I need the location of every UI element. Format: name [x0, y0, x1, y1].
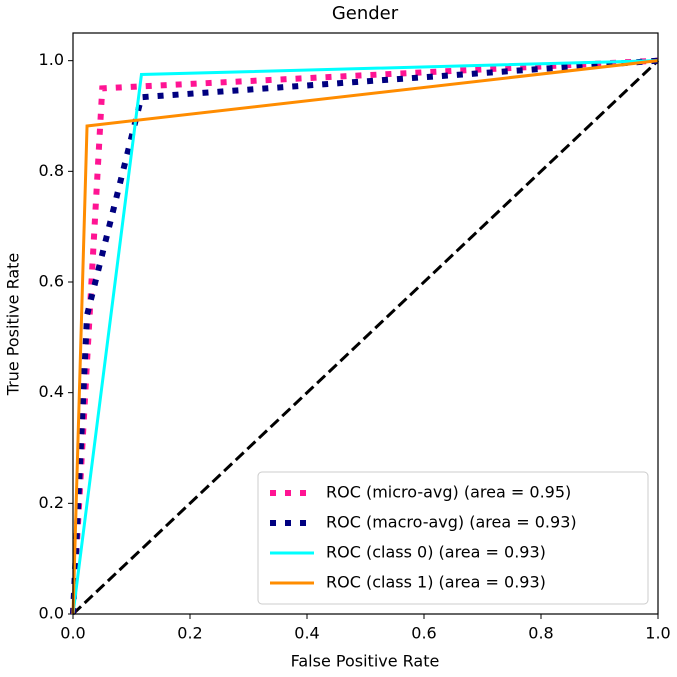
legend-label: ROC (class 0) (area = 0.93): [326, 543, 546, 562]
x-tick-label: 1.0: [645, 624, 670, 643]
y-tick-label: 0.8: [39, 161, 64, 180]
y-tick-label: 0.2: [39, 493, 64, 512]
roc-line: [70, 57, 659, 615]
chart-title: Gender: [332, 3, 399, 24]
y-tick-label: 0.4: [39, 382, 64, 401]
roc-line: [70, 57, 659, 615]
plot-frame: [72, 32, 659, 615]
legend-label: ROC (macro-avg) (area = 0.93): [326, 513, 577, 532]
x-tick-label: 0.4: [294, 624, 319, 643]
x-axis-label: False Positive Rate: [291, 652, 440, 671]
roc-line: [71, 59, 659, 615]
x-tick-label: 0.2: [177, 624, 202, 643]
y-tick-label: 1.0: [39, 50, 64, 69]
y-tick-label: 0.6: [39, 272, 64, 291]
x-tick-label: 0.8: [528, 624, 553, 643]
y-axis-label: True Positive Rate: [4, 253, 23, 397]
legend-box: [257, 471, 649, 605]
roc-line: [71, 59, 659, 615]
x-tick-label: 0.0: [60, 624, 85, 643]
legend-label: ROC (micro-avg) (area = 0.95): [326, 483, 571, 502]
legend-label: ROC (class 1) (area = 0.93): [326, 573, 546, 592]
chance-line: [71, 59, 660, 616]
y-tick-label: 0.0: [39, 604, 64, 623]
x-tick-label: 0.6: [411, 624, 436, 643]
